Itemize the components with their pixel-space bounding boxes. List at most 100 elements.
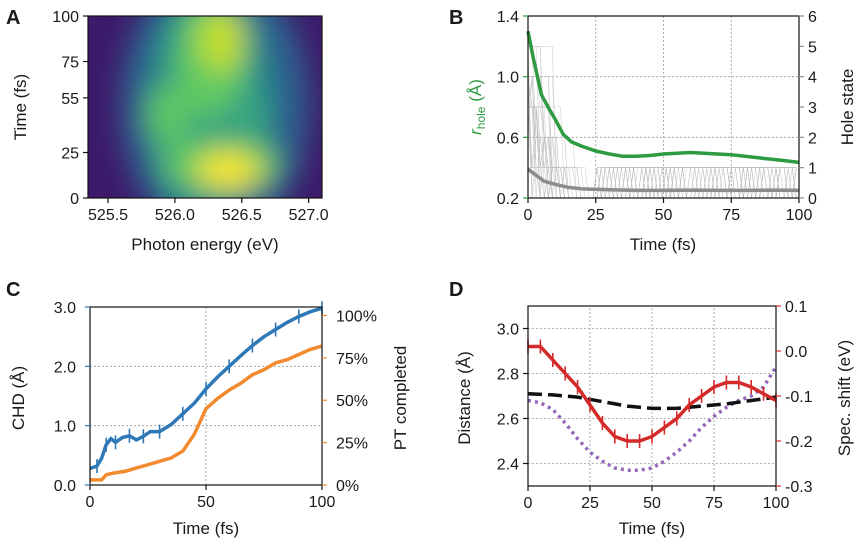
c-ytick-label-left: 2.0: [54, 359, 76, 376]
hole-state-traces: [527, 46, 797, 199]
panel-d-ylabel-left: Distance (Å): [455, 351, 474, 445]
pt-completed-line: [90, 344, 323, 482]
b-xtick-label: 100: [786, 207, 813, 224]
b-xtick-label: 50: [655, 207, 673, 224]
heatmap-blob: [196, 152, 260, 188]
hole-state-trajectory: [528, 46, 797, 199]
c-ytick-label-right: 25%: [336, 436, 368, 453]
unit-angstrom: (Å): [466, 79, 485, 106]
b-ytick-label-left: 0.2: [497, 191, 519, 208]
d-ytick-label-left: 3.0: [497, 322, 519, 339]
panel-c-ylabel-left: CHD (Å): [9, 366, 28, 430]
heatmap-frame: [87, 15, 323, 199]
c-ytick-label-left: 0.0: [54, 478, 76, 495]
a-xtick-label: 527.0: [289, 207, 329, 224]
panel-letter-b: B: [449, 7, 463, 29]
c-ytick-label-left: 1.0: [54, 419, 76, 436]
d-ytick-label-right: 0.1: [785, 299, 807, 316]
d-ytick-label-left: 2.6: [497, 412, 519, 429]
heatmap-blob: [238, 92, 266, 148]
a-ytick-label: 75: [61, 55, 79, 72]
panel-b-ylabel-left: rhole (Å): [466, 79, 488, 135]
distance-dotted-purple-line: [527, 365, 778, 472]
distance-dashed-black-line: [527, 392, 777, 411]
panel-c-chart: 0 50 100 0.0 1.0 2.0 3.0 0% 25% 50% 75% 100% Time (…: [9, 300, 410, 538]
panel-b-xlabel: Time (fs): [630, 235, 696, 254]
b-ytick-label-left: 0.6: [497, 130, 519, 147]
b-ytick-label-right: 0: [808, 191, 817, 208]
b-xtick-label: 25: [587, 207, 605, 224]
r-hole-line: [526, 30, 800, 165]
hole-state-trajectory: [528, 46, 797, 199]
panel-letter-c: C: [6, 279, 20, 301]
d-xtick-label: 50: [643, 495, 661, 512]
d-ytick-label-left: 2.8: [497, 367, 519, 384]
hole-subscript: hole: [474, 106, 488, 129]
heatmap-blob: [146, 85, 190, 145]
chd-line: [89, 306, 323, 471]
d-xtick-label: 25: [581, 495, 599, 512]
c-xtick-label: 0: [86, 494, 95, 511]
d-xtick-label: 100: [763, 495, 790, 512]
panel-a-ticks: 525.5 526.0 526.5 527.0 0 25 55 75 100: [52, 9, 328, 224]
panel-d-grid: [527, 306, 777, 486]
b-xtick-label: 0: [524, 207, 533, 224]
hole-state-trajectory: [528, 46, 797, 199]
panel-c-ticks: 0 50 100 0.0 1.0 2.0 3.0 0% 25% 50% 75% 100%: [54, 300, 377, 511]
panel-b-grid: [527, 15, 800, 199]
d-ytick-label-right: -0.2: [785, 434, 813, 451]
c-ytick-label-right: 0%: [336, 478, 359, 495]
b-ytick-label-left: 1.4: [497, 9, 519, 26]
a-xtick-label: 526.5: [222, 207, 262, 224]
panel-d-xlabel: Time (fs): [619, 519, 685, 538]
a-ytick-label: 0: [70, 191, 79, 208]
panel-a-heatmap: 525.5 526.0 526.5 527.0 0 25 55 75 100 Photon en…: [11, 9, 329, 254]
hole-state-trajectory: [527, 46, 797, 199]
c-ytick-label-right: 50%: [336, 393, 368, 410]
a-xtick-label: 525.5: [88, 207, 128, 224]
b-ytick-label-left: 1.0: [497, 70, 519, 87]
hole-state-mean-line: [526, 167, 800, 193]
d-ytick-label-left: 2.4: [497, 457, 519, 474]
c-xtick-label: 50: [197, 494, 215, 511]
panel-d-ticks: 0 25 50 75 100 2.4 2.6 2.8 3.0 -0.3 -0.2 -0.1 0.0 0.1: [497, 299, 813, 512]
panel-b-series: [526, 30, 800, 193]
panel-a-xlabel: Photon energy (eV): [131, 235, 278, 254]
panel-c-ylabel-right: PT completed: [391, 346, 410, 451]
heatmap-blob: [200, 16, 244, 72]
c-xtick-label: 100: [309, 494, 336, 511]
c-ytick-label-left: 3.0: [54, 300, 76, 317]
panel-c-grid: [89, 306, 323, 486]
panel-a-ylabel: Time (fs): [11, 74, 30, 140]
d-ytick-label-right: -0.3: [785, 479, 813, 496]
panel-b-ticks: 0 25 50 75 100 0.2 0.6 1.0 1.4 0 1 2 3 4 5 6: [497, 9, 817, 224]
panel-c-xlabel: Time (fs): [173, 519, 239, 538]
d-ytick-label-right: -0.1: [785, 389, 813, 406]
r-symbol: r: [466, 128, 485, 135]
b-ytick-label-right: 1: [808, 161, 817, 178]
panel-d-chart: 0 25 50 75 100 2.4 2.6 2.8 3.0 -0.3 -0.2 -0.1 0.0 0.1…: [455, 299, 854, 538]
a-ytick-label: 100: [52, 9, 79, 26]
hole-state-trajectory: [528, 46, 797, 199]
panel-letter-d: D: [449, 279, 463, 301]
b-ytick-label-right: 3: [808, 100, 817, 117]
b-ytick-label-right: 4: [808, 70, 817, 87]
hole-state-trajectory: [528, 46, 797, 199]
d-xtick-label: 0: [524, 495, 533, 512]
c-ytick-label-right: 100%: [336, 308, 377, 325]
panel-b-frame: [527, 15, 800, 199]
b-ytick-label-right: 5: [808, 39, 817, 56]
a-ytick-label: 55: [61, 91, 79, 108]
b-ytick-label-right: 2: [808, 130, 817, 147]
panel-d-ylabel-right: Spec. shift (eV): [835, 340, 854, 456]
panel-b-ylabel-right: Hole state: [838, 69, 857, 146]
c-ytick-label-right: 75%: [336, 351, 368, 368]
b-ytick-label-right: 6: [808, 9, 817, 26]
a-ytick-label: 25: [61, 146, 79, 163]
d-xtick-label: 75: [705, 495, 723, 512]
d-ytick-label-right: 0.0: [785, 344, 807, 361]
a-xtick-label: 526.0: [155, 207, 195, 224]
panel-letter-a: A: [6, 7, 20, 29]
